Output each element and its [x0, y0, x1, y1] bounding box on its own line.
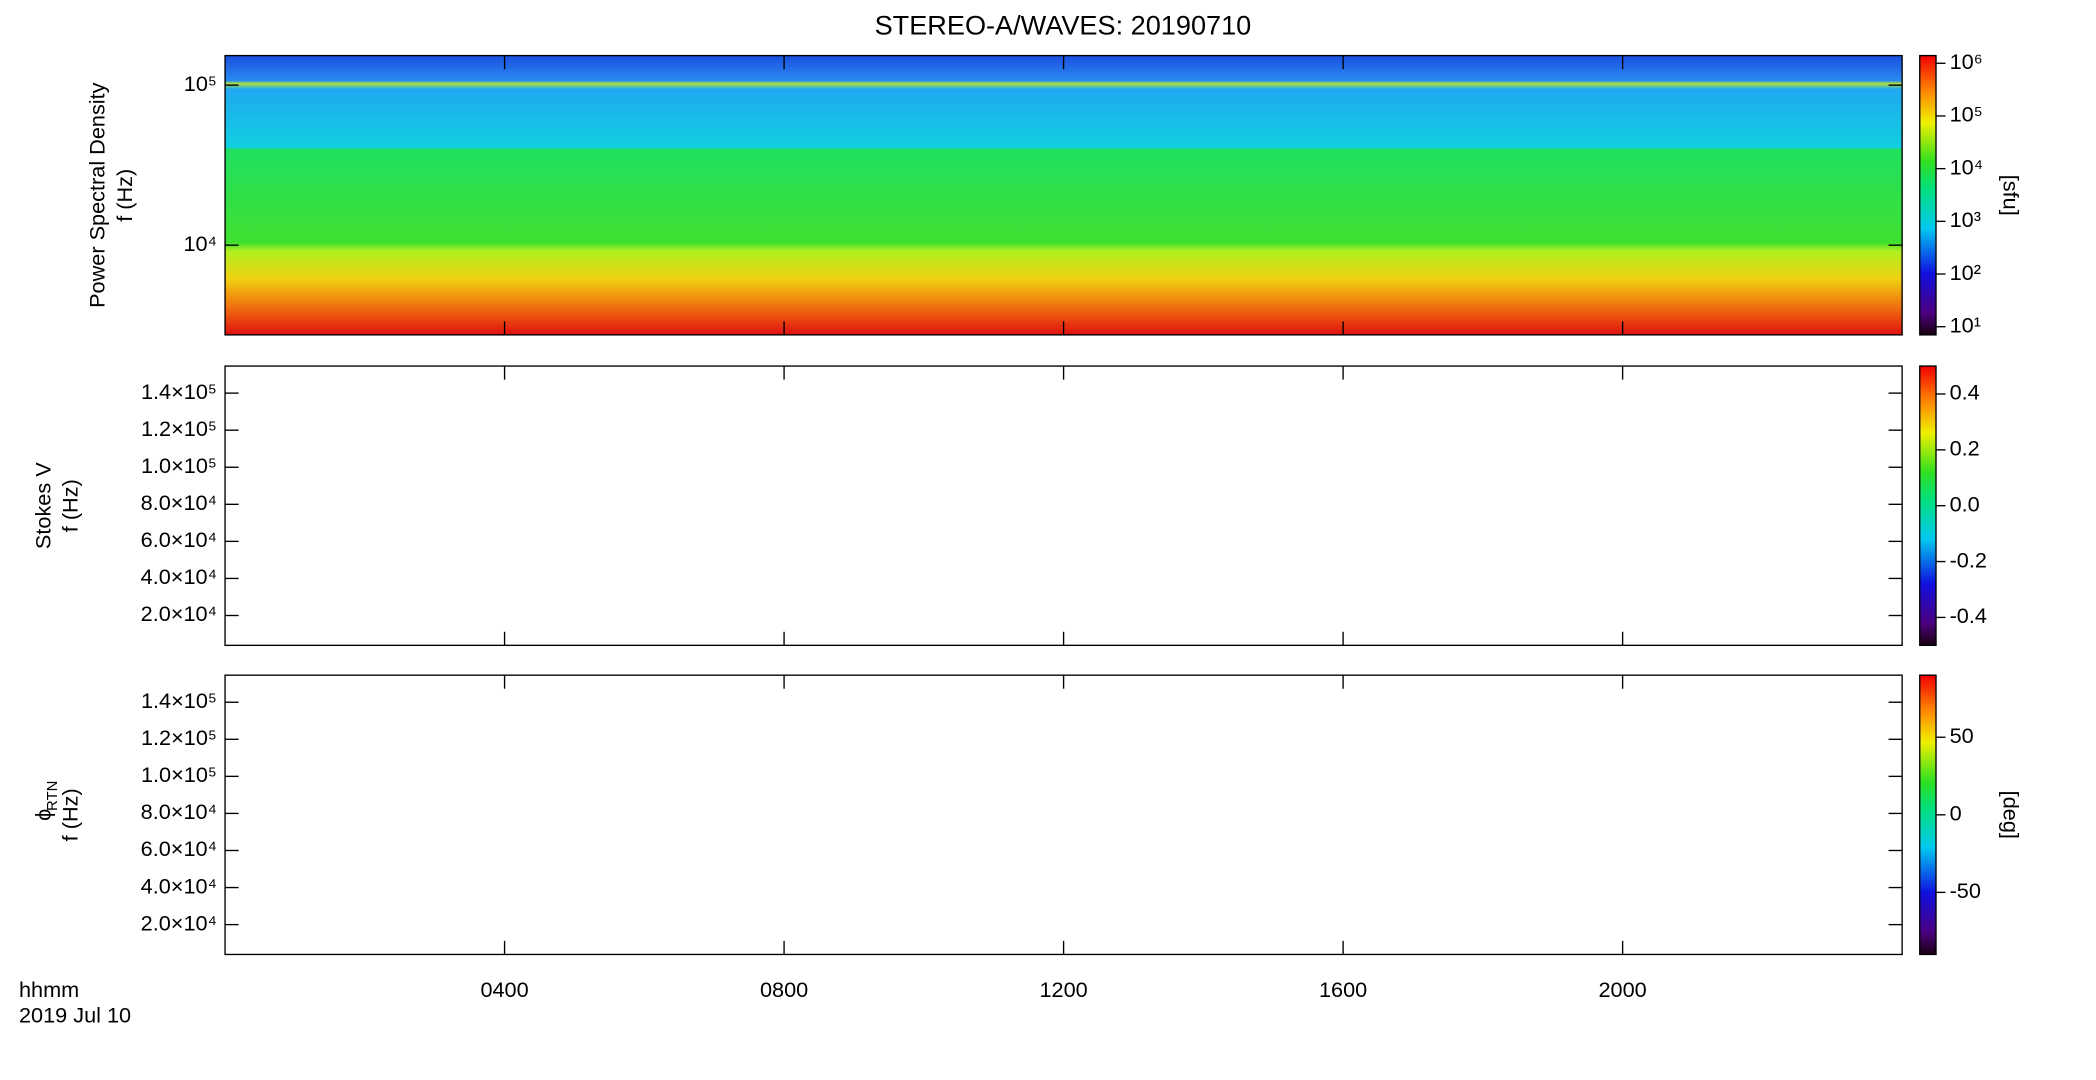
x-tick-label: 0400 — [480, 977, 528, 1002]
x-tick-label: 1600 — [1319, 977, 1367, 1002]
y-tick-label: 1.4×10⁵ — [141, 688, 217, 713]
plot-frame — [224, 365, 1903, 647]
y-axis-label: ϕ — [30, 809, 55, 821]
colorbar-tick-label: 0 — [1950, 801, 1962, 826]
colorbar — [1919, 54, 1937, 336]
y-tick-label: 8.0×10⁴ — [141, 799, 217, 824]
y-tick-label: 1.2×10⁵ — [141, 725, 217, 750]
y-tick-label: 1.0×10⁵ — [141, 762, 217, 787]
colorbar-tick-label: 10⁴ — [1950, 154, 1983, 179]
y-tick-label: 8.0×10⁴ — [141, 490, 217, 515]
y-axis-label: Power Spectral Density — [85, 82, 110, 308]
colorbar-tick-label: 10² — [1950, 260, 1981, 285]
y-tick-label: 6.0×10⁴ — [141, 527, 217, 552]
chart-title: STEREO-A/WAVES: 20190710 — [875, 9, 1252, 40]
y-axis-label: f (Hz) — [58, 788, 83, 841]
colorbar-tick-label: 0.2 — [1950, 436, 1980, 461]
x-axis-label: hhmm — [19, 977, 79, 1002]
x-tick-label: 1200 — [1039, 977, 1087, 1002]
y-axis-label: f (Hz) — [58, 479, 83, 532]
y-tick-label: 4.0×10⁴ — [141, 873, 217, 898]
y-tick-label: 10⁴ — [183, 231, 216, 256]
colorbar-tick-label: 10³ — [1950, 207, 1981, 232]
y-tick-label: 1.4×10⁵ — [141, 379, 217, 404]
plot-frame — [224, 674, 1903, 956]
colorbar-tick-label: -0.4 — [1950, 603, 1987, 628]
y-tick-label: 4.0×10⁴ — [141, 564, 217, 589]
colorbar-tick-label: 50 — [1950, 723, 1974, 748]
x-axis-label: 2019 Jul 10 — [19, 1003, 131, 1028]
colorbar-tick-label: -0.2 — [1950, 547, 1987, 572]
y-tick-label: 1.0×10⁵ — [141, 453, 217, 478]
x-tick-label: 2000 — [1598, 977, 1646, 1002]
colorbar-tick-label: 10⁵ — [1950, 102, 1983, 127]
y-tick-label: 6.0×10⁴ — [141, 836, 217, 861]
y-tick-label: 2.0×10⁴ — [141, 601, 217, 626]
colorbar-tick-label: -50 — [1950, 878, 1981, 903]
y-tick-label: 10⁵ — [184, 71, 217, 96]
colorbar-tick-label: 10⁶ — [1950, 49, 1983, 74]
colorbar — [1919, 674, 1937, 956]
colorbar-tick-label: 0.4 — [1950, 380, 1980, 405]
colorbar-tick-label: 10¹ — [1950, 312, 1981, 337]
y-axis-label: f (Hz) — [112, 169, 137, 222]
y-tick-label: 2.0×10⁴ — [141, 910, 217, 935]
y-axis-label: Stokes V — [30, 462, 55, 549]
colorbar — [1919, 365, 1937, 647]
colorbar-tick-label: 0.0 — [1950, 491, 1980, 516]
y-tick-label: 1.2×10⁵ — [141, 416, 217, 441]
x-tick-label: 0800 — [760, 977, 808, 1002]
colorbar-label: [deg] — [1998, 791, 2023, 839]
y-axis-label-subscript: RTN — [45, 781, 61, 811]
colorbar-label: [sfu] — [1998, 175, 2023, 216]
spectrogram-image — [225, 55, 1903, 335]
